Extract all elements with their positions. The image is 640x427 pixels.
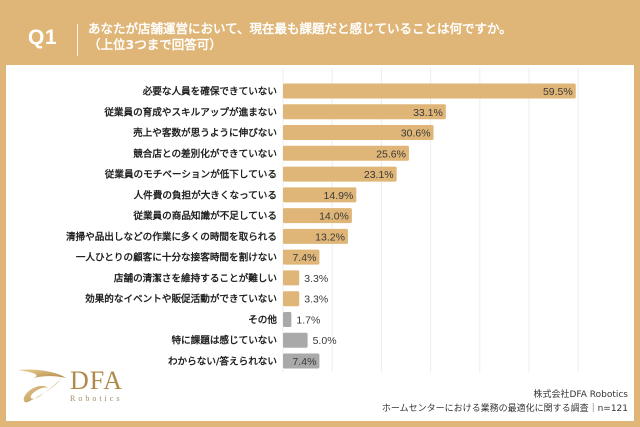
bar bbox=[283, 145, 409, 161]
category-label: 競合店との差別化ができていない bbox=[133, 148, 277, 160]
bar bbox=[283, 332, 308, 348]
category-labels: 必要な人員を確保できていない従業員の育成やスキルアップが進まない売上や客数が思う… bbox=[66, 86, 277, 368]
category-label: 特に課題は感じていない bbox=[171, 335, 277, 347]
value-label: 13.2% bbox=[315, 231, 345, 243]
question-title-line2: （上位3つまで回答可） bbox=[88, 37, 222, 52]
value-label: 30.6% bbox=[401, 128, 431, 140]
question-title: あなたが店舗運営において、現在最も課題だと感じていることは何ですか。 （上位3つ… bbox=[88, 21, 512, 53]
bar bbox=[283, 125, 434, 141]
category-label: 必要な人員を確保できていない bbox=[142, 86, 278, 98]
bar bbox=[283, 353, 320, 369]
bar bbox=[283, 249, 320, 265]
question-title-line1: あなたが店舗運営において、現在最も課題だと感じていることは何ですか。 bbox=[88, 21, 512, 36]
value-label: 14.0% bbox=[319, 211, 349, 223]
bar bbox=[283, 270, 300, 286]
value-label: 7.4% bbox=[292, 252, 316, 264]
value-label: 1.7% bbox=[296, 314, 320, 326]
question-number: Q1 bbox=[28, 26, 58, 49]
bar bbox=[283, 104, 446, 120]
value-label: 33.1% bbox=[413, 107, 443, 119]
category-label: 従業員の商品知識が不足している bbox=[132, 210, 277, 222]
source-company: 株式会社DFA Robotics bbox=[533, 390, 628, 400]
category-label: 売上や客数が思うように伸びない bbox=[133, 127, 277, 139]
category-label: 清掃や品出しなどの作業に多くの時間を取られる bbox=[66, 231, 277, 243]
bar bbox=[283, 208, 352, 224]
value-label: 59.5% bbox=[543, 86, 573, 98]
bar bbox=[283, 166, 397, 182]
header-band: Q1 あなたが店舗運営において、現在最も課題だと感じていることは何ですか。 （上… bbox=[0, 0, 640, 65]
bars bbox=[283, 83, 576, 369]
logo-subtitle: Robotics bbox=[70, 394, 123, 403]
dfa-logo-icon bbox=[18, 369, 66, 403]
logo-wordmark: DFA bbox=[70, 366, 124, 395]
value-label: 25.6% bbox=[376, 148, 406, 160]
value-label: 23.1% bbox=[364, 169, 394, 181]
category-label: わからない/答えられない bbox=[168, 356, 277, 368]
source-survey: ホームセンターにおける業務の最適化に関する調査｜n=121 bbox=[381, 404, 628, 414]
category-label: 効果的なイベントや販促活動ができていない bbox=[85, 293, 277, 305]
bar bbox=[283, 291, 300, 307]
category-label: 一人ひとりの顧客に十分な接客時間を割けない bbox=[76, 252, 278, 264]
category-label: 従業員の育成やスキルアップが進まない bbox=[103, 106, 277, 118]
source-note: 株式会社DFA Robotics ホームセンターにおける業務の最適化に関する調査… bbox=[382, 388, 628, 416]
value-label: 3.3% bbox=[304, 294, 328, 306]
value-label: 3.3% bbox=[304, 273, 328, 285]
bar bbox=[283, 83, 576, 99]
bar bbox=[283, 311, 292, 327]
value-label: 7.4% bbox=[292, 356, 316, 368]
bar bbox=[283, 228, 348, 244]
category-label: 店舗の清潔さを維持することが難しい bbox=[113, 272, 277, 284]
category-label: その他 bbox=[248, 314, 277, 326]
value-label: 14.9% bbox=[324, 190, 354, 202]
bar bbox=[283, 187, 357, 203]
category-label: 従業員のモチベーションが低下している bbox=[104, 169, 277, 181]
value-labels: 59.5% 33.1% 30.6% 25.6% 23.1% 14.9% 14.0% 13.2%… bbox=[292, 86, 572, 368]
header-divider bbox=[77, 24, 78, 56]
category-label: 人件費の負担が大きくなっている bbox=[134, 189, 277, 201]
value-label: 5.0% bbox=[313, 335, 337, 347]
